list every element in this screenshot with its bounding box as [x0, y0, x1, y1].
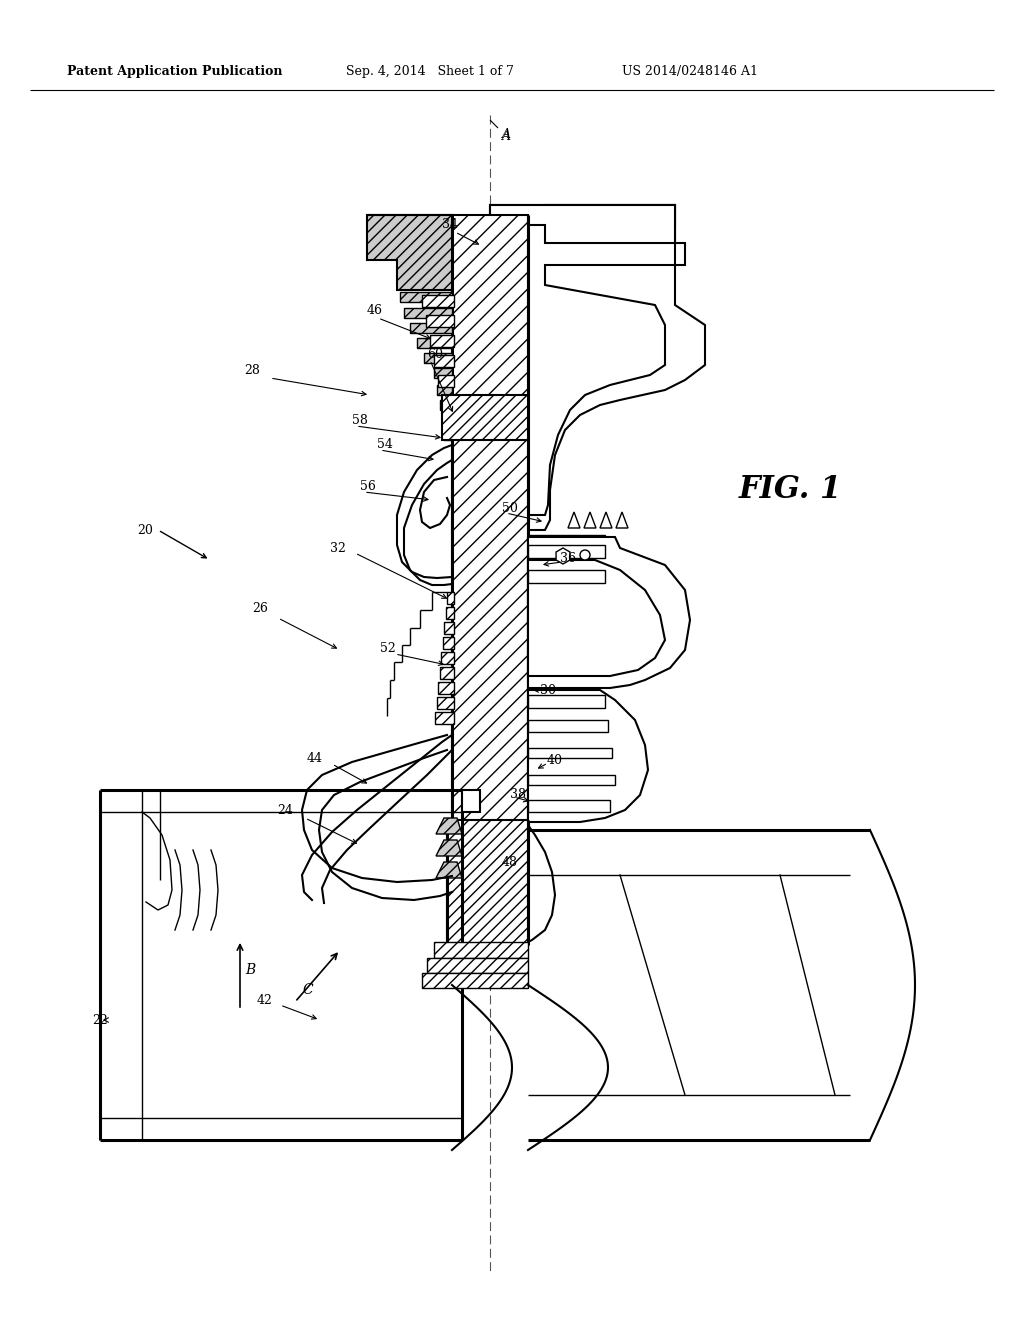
Text: 32: 32: [330, 541, 346, 554]
Text: A: A: [502, 128, 511, 141]
Polygon shape: [528, 545, 605, 558]
Polygon shape: [442, 395, 528, 440]
Polygon shape: [445, 607, 454, 619]
Text: B: B: [245, 964, 255, 977]
Text: 36: 36: [560, 552, 575, 565]
Polygon shape: [438, 682, 454, 694]
Polygon shape: [442, 414, 452, 425]
Circle shape: [580, 550, 590, 560]
Polygon shape: [452, 215, 528, 830]
Polygon shape: [589, 210, 599, 238]
Polygon shape: [490, 205, 675, 224]
Text: US 2014/0248146 A1: US 2014/0248146 A1: [622, 66, 758, 78]
Text: 54: 54: [377, 438, 393, 451]
Polygon shape: [528, 537, 690, 688]
Polygon shape: [404, 308, 452, 318]
Text: 30: 30: [540, 684, 556, 697]
Polygon shape: [623, 210, 633, 238]
Polygon shape: [439, 667, 454, 678]
Polygon shape: [447, 591, 454, 605]
Polygon shape: [462, 789, 480, 812]
Polygon shape: [435, 711, 454, 723]
Polygon shape: [438, 375, 454, 387]
Polygon shape: [555, 210, 565, 238]
Polygon shape: [417, 338, 452, 348]
Text: 56: 56: [360, 479, 376, 492]
Text: 48: 48: [502, 855, 518, 869]
Polygon shape: [444, 430, 452, 440]
Text: 40: 40: [547, 754, 563, 767]
Text: Patent Application Publication: Patent Application Publication: [68, 66, 283, 78]
Text: 26: 26: [252, 602, 268, 615]
Text: 42: 42: [257, 994, 273, 1006]
Polygon shape: [490, 205, 705, 531]
Text: FIG. 1: FIG. 1: [738, 474, 842, 506]
Polygon shape: [528, 748, 612, 758]
Text: 38: 38: [510, 788, 526, 801]
Polygon shape: [528, 554, 605, 565]
Polygon shape: [528, 560, 665, 676]
Text: 52: 52: [380, 642, 396, 655]
Text: Sep. 4, 2014   Sheet 1 of 7: Sep. 4, 2014 Sheet 1 of 7: [346, 66, 514, 78]
Text: 44: 44: [307, 751, 323, 764]
Polygon shape: [444, 622, 454, 634]
Polygon shape: [490, 224, 675, 515]
Polygon shape: [442, 638, 454, 649]
Polygon shape: [410, 323, 452, 333]
Polygon shape: [440, 400, 452, 411]
Text: 20: 20: [137, 524, 153, 536]
Text: 24: 24: [278, 804, 293, 817]
Text: A: A: [502, 131, 511, 144]
Polygon shape: [600, 512, 612, 528]
Polygon shape: [640, 210, 650, 238]
Text: 50: 50: [502, 502, 518, 515]
Polygon shape: [528, 696, 605, 708]
Text: 60: 60: [427, 348, 443, 362]
Polygon shape: [441, 652, 454, 664]
Text: C: C: [303, 983, 313, 997]
Polygon shape: [400, 292, 452, 302]
Polygon shape: [436, 818, 462, 834]
Polygon shape: [528, 535, 605, 545]
Polygon shape: [434, 368, 452, 378]
Polygon shape: [430, 335, 454, 347]
Polygon shape: [436, 862, 462, 878]
Polygon shape: [568, 512, 580, 528]
Polygon shape: [447, 820, 528, 945]
Polygon shape: [545, 205, 675, 243]
Polygon shape: [424, 352, 452, 363]
Polygon shape: [426, 315, 454, 327]
Text: 34: 34: [442, 219, 458, 231]
Polygon shape: [427, 958, 528, 973]
Polygon shape: [606, 210, 616, 238]
Text: 58: 58: [352, 413, 368, 426]
Polygon shape: [584, 512, 596, 528]
Polygon shape: [367, 215, 452, 290]
Text: 22: 22: [92, 1014, 108, 1027]
Polygon shape: [572, 210, 582, 238]
Polygon shape: [528, 576, 615, 587]
Polygon shape: [528, 719, 608, 733]
Polygon shape: [528, 800, 610, 812]
Polygon shape: [528, 570, 605, 583]
Polygon shape: [556, 548, 570, 564]
Text: 46: 46: [367, 304, 383, 317]
Polygon shape: [528, 775, 615, 785]
Polygon shape: [616, 512, 628, 528]
Polygon shape: [434, 355, 454, 367]
Polygon shape: [422, 294, 454, 308]
Polygon shape: [436, 697, 454, 709]
Polygon shape: [434, 942, 528, 958]
Polygon shape: [528, 690, 648, 822]
Text: 28: 28: [244, 363, 260, 376]
Polygon shape: [422, 973, 528, 987]
Polygon shape: [437, 385, 452, 395]
Polygon shape: [657, 210, 667, 238]
Polygon shape: [436, 840, 462, 855]
